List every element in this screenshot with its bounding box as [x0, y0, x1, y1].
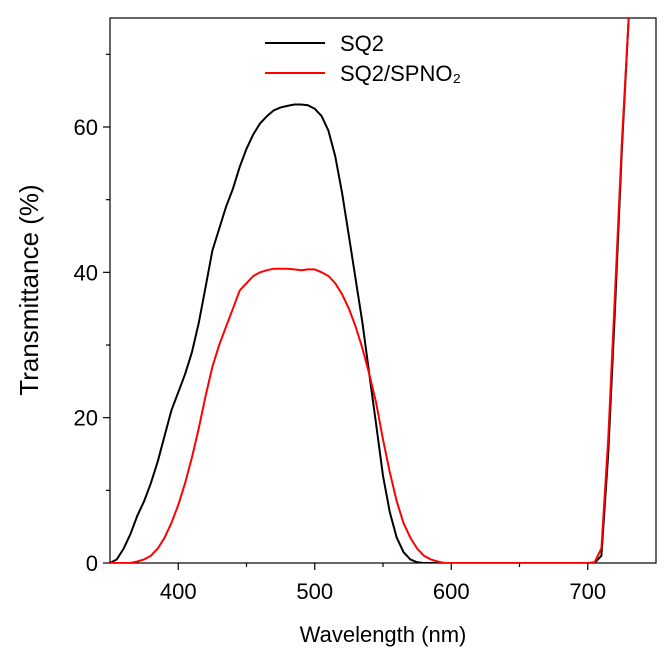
y-axis-label: Transmittance (%): [14, 184, 44, 395]
series-line: [110, 18, 630, 563]
y-tick-label: 0: [86, 551, 98, 576]
x-axis-label: Wavelength (nm): [300, 622, 467, 647]
y-tick-label: 20: [74, 406, 98, 431]
series-line: [110, 18, 630, 563]
x-tick-label: 700: [569, 579, 606, 604]
x-tick-label: 400: [160, 579, 197, 604]
x-tick-label: 600: [433, 579, 470, 604]
y-tick-label: 40: [74, 260, 98, 285]
plot-lines: [110, 18, 630, 563]
legend-label: SQ2/SPNO₂: [340, 61, 461, 86]
legend-label: SQ2: [340, 31, 384, 56]
plot-frame: [109, 17, 657, 564]
x-tick-label: 500: [296, 579, 333, 604]
y-tick-label: 60: [74, 115, 98, 140]
